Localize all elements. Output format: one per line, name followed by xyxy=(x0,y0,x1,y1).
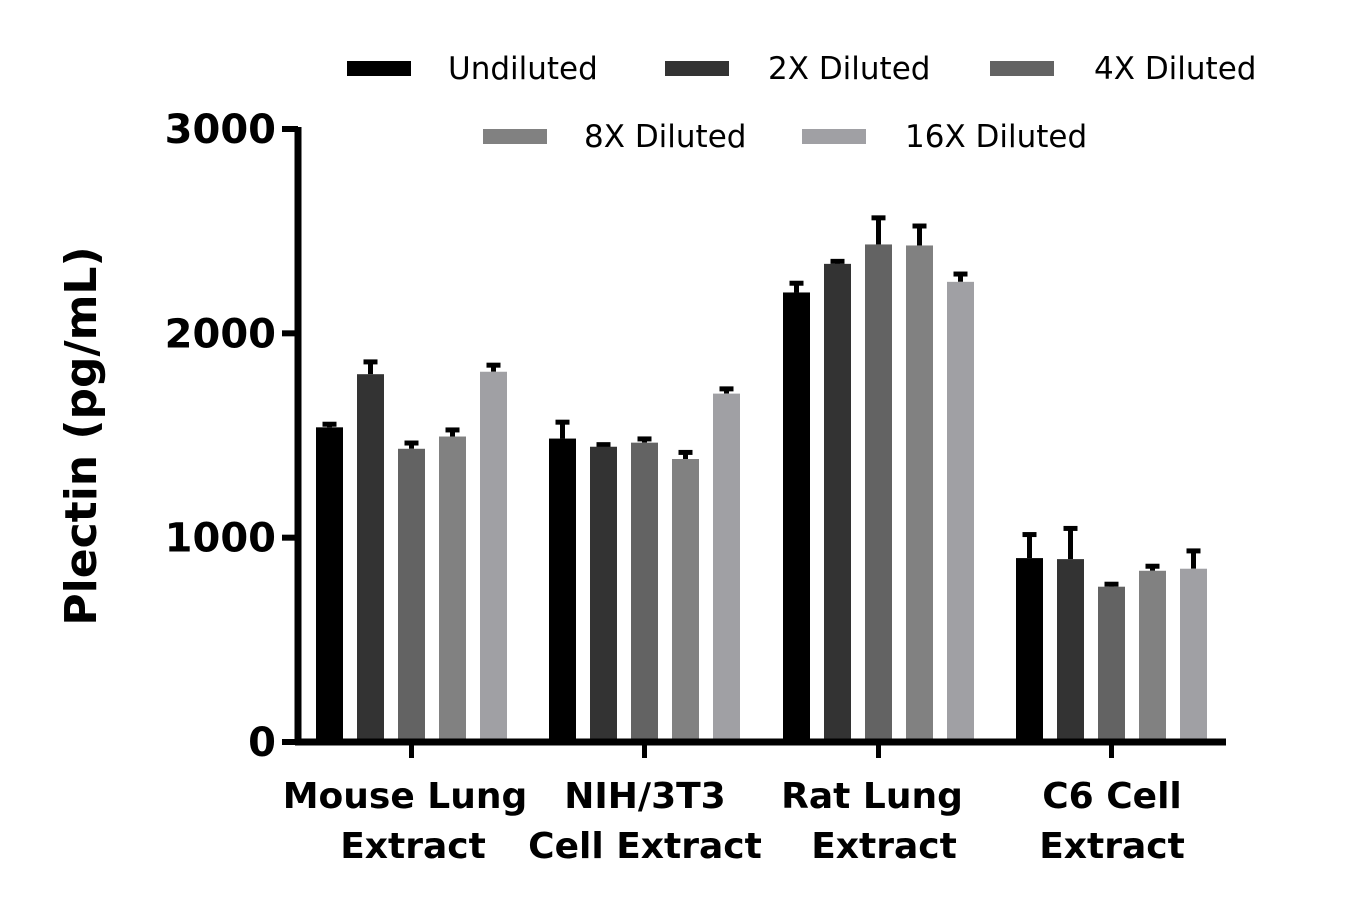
bar xyxy=(590,446,617,742)
x-tick-label: C6 Cell xyxy=(1042,776,1182,817)
y-tick-label: 2000 xyxy=(165,311,276,357)
y-tick-label: 0 xyxy=(248,720,276,766)
bar xyxy=(824,263,851,742)
x-tick-label: NIH/3T3 xyxy=(564,776,725,817)
legend-label: 16X Diluted xyxy=(905,119,1087,155)
x-tick-label: Extract xyxy=(1039,826,1185,867)
x-tick-label: Rat Lung xyxy=(781,776,963,817)
legend-swatch xyxy=(990,61,1054,76)
bar xyxy=(549,438,576,742)
x-tick-label: Extract xyxy=(811,826,957,867)
bar xyxy=(1057,559,1084,742)
bars xyxy=(316,215,1207,742)
bar xyxy=(947,281,974,742)
bar xyxy=(439,436,466,742)
bar xyxy=(631,442,658,742)
legend-label: 8X Diluted xyxy=(584,119,746,155)
bar xyxy=(357,374,384,742)
legend-swatch xyxy=(802,129,866,144)
bar xyxy=(480,371,507,742)
bar xyxy=(906,245,933,742)
x-tick-label: Extract xyxy=(340,826,486,867)
bar xyxy=(1139,570,1166,742)
legend: Undiluted 2X Diluted 4X Diluted 8X Diluted 1… xyxy=(347,51,1256,155)
y-tick-label: 3000 xyxy=(165,107,276,153)
legend-swatch xyxy=(665,61,729,76)
legend-swatch xyxy=(347,61,411,76)
x-axis: Mouse Lung Extract NIH/3T3 Cell Extract Rat … xyxy=(283,738,1226,867)
bar xyxy=(783,292,810,742)
legend-swatch xyxy=(483,129,547,144)
legend-label: 4X Diluted xyxy=(1094,51,1256,87)
y-axis: 0 1000 2000 3000 xyxy=(165,107,302,766)
legend-label: 2X Diluted xyxy=(768,51,930,87)
bar xyxy=(1098,586,1125,742)
bar xyxy=(865,244,892,742)
bar xyxy=(713,393,740,742)
y-tick-label: 1000 xyxy=(165,516,276,562)
y-axis-label: Plectin (pg/mL) xyxy=(56,246,107,625)
bar xyxy=(398,448,425,742)
legend-label: Undiluted xyxy=(448,51,598,87)
x-tick-label: Cell Extract xyxy=(528,826,762,867)
bar xyxy=(1180,568,1207,742)
bar xyxy=(316,427,343,742)
bar xyxy=(672,458,699,742)
x-tick-label: Mouse Lung xyxy=(283,776,528,817)
bar xyxy=(1016,558,1043,742)
